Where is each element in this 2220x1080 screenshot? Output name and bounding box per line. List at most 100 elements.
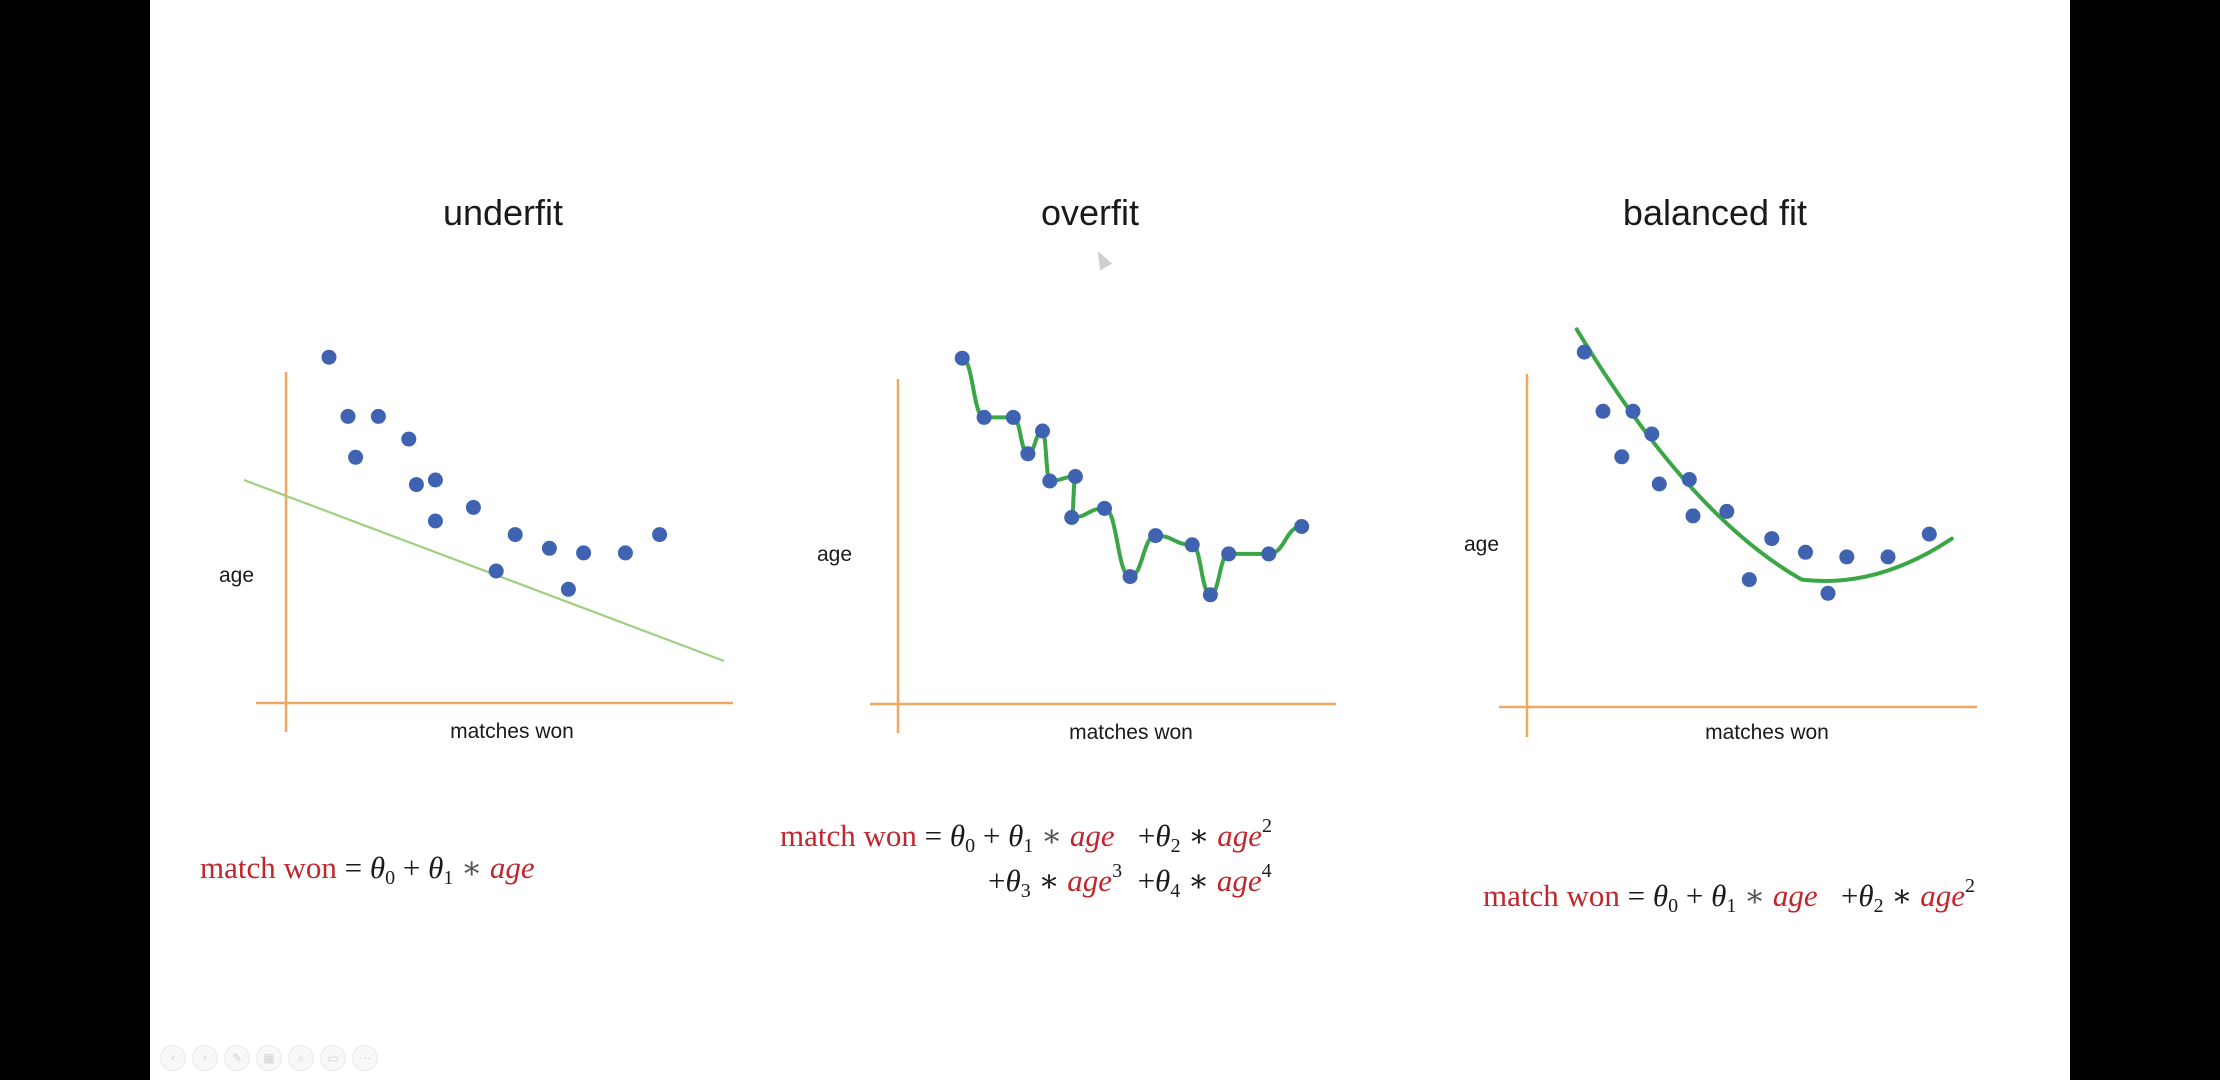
data-point <box>1067 469 1083 484</box>
eq-times: ∗ <box>1188 818 1210 853</box>
eq-plus: + <box>1685 878 1704 913</box>
theta-1: θ <box>1711 878 1727 913</box>
y-axis-label: age <box>817 543 852 566</box>
data-point <box>1595 403 1611 419</box>
eq-age: age <box>1216 863 1262 898</box>
presentation-slide: underfit overfit balanced fit age matche… <box>150 0 2070 1080</box>
data-point <box>465 499 481 515</box>
eq-exp: 3 <box>1112 860 1123 882</box>
equation-balanced: match won = θ0 + θ1 ∗ age +θ2 ∗ age2 <box>1483 875 1975 918</box>
data-point <box>541 540 557 556</box>
data-point <box>1261 546 1277 562</box>
data-point <box>488 563 504 579</box>
data-point <box>408 477 424 493</box>
x-axis-label: matches won <box>1069 721 1193 744</box>
eq-equals: = <box>1627 878 1646 913</box>
eq-age: age <box>1067 863 1113 898</box>
equation-overfit-line2: +θ3 ∗ age3 +θ4 ∗ age4 <box>988 860 1272 903</box>
theta-2-sub: 2 <box>1873 895 1884 917</box>
zoom-icon[interactable]: ⌕ <box>288 1045 314 1071</box>
letterbox-left <box>0 0 150 1080</box>
data-point <box>1798 544 1813 560</box>
plot-balanced: age matches won <box>1464 327 1977 744</box>
data-point <box>1685 508 1701 524</box>
eq-plus: + <box>988 863 1006 898</box>
theta-1-sub: 1 <box>1023 835 1034 857</box>
data-point <box>652 527 668 543</box>
x-axis-label: matches won <box>1705 721 1829 744</box>
data-point <box>1614 449 1630 465</box>
eq-times: ∗ <box>461 850 483 885</box>
subtitles-icon[interactable]: ▭ <box>320 1045 346 1071</box>
data-point <box>1644 426 1660 442</box>
eq-times: ∗ <box>1188 863 1210 898</box>
theta-1: θ <box>428 850 444 885</box>
data-point <box>1122 569 1138 585</box>
slides-grid-icon[interactable]: ▦ <box>256 1045 282 1071</box>
theta-3-sub: 3 <box>1020 880 1031 902</box>
data-point <box>507 527 523 543</box>
eq-lhs: match won <box>1483 878 1620 913</box>
eq-lhs: match won <box>780 818 917 853</box>
eq-equals: = <box>924 818 943 853</box>
theta-0: θ <box>949 818 966 853</box>
eq-exp: 2 <box>1261 815 1272 837</box>
theta-2: θ <box>1155 818 1171 853</box>
data-point <box>1576 344 1592 360</box>
data-point <box>1764 531 1780 547</box>
data-point <box>348 449 364 465</box>
data-point <box>1719 503 1735 519</box>
data-point <box>1148 528 1164 544</box>
y-axis-label: age <box>219 564 254 587</box>
eq-age: age <box>1772 878 1818 913</box>
data-point <box>321 349 337 365</box>
eq-plus: + <box>982 818 1001 853</box>
data-point <box>576 545 592 561</box>
previous-slide-icon[interactable]: ‹ <box>160 1045 186 1071</box>
theta-1-sub: 1 <box>1726 895 1737 917</box>
theta-0: θ <box>1652 878 1669 913</box>
theta-2: θ <box>1858 878 1874 913</box>
pen-tool-icon[interactable]: ✎ <box>224 1045 250 1071</box>
data-point <box>1221 546 1237 562</box>
data-point <box>1880 549 1896 565</box>
eq-age: age <box>489 850 535 885</box>
data-point <box>1294 519 1310 534</box>
data-point <box>1651 476 1667 492</box>
panel-title-overfit: overfit <box>1040 192 1140 233</box>
data-point <box>370 408 386 424</box>
data-point <box>617 545 633 561</box>
y-axis-label: age <box>1464 533 1499 556</box>
theta-1: θ <box>1008 818 1024 853</box>
data-point <box>1042 473 1058 489</box>
fit-curve <box>960 356 1304 597</box>
panel-title-balanced: balanced fit <box>1622 192 1808 233</box>
eq-age: age <box>1217 818 1262 853</box>
next-slide-icon[interactable]: › <box>192 1045 218 1071</box>
plot-overfit: age matches won <box>817 350 1336 744</box>
more-options-icon[interactable]: ⋯ <box>352 1045 378 1071</box>
eq-age: age <box>1069 818 1115 853</box>
theta-2-sub: 2 <box>1170 835 1181 857</box>
eq-plus: + <box>1840 878 1859 913</box>
eq-exp: 4 <box>1261 860 1272 882</box>
eq-plus: + <box>1137 863 1156 898</box>
data-point <box>1839 549 1855 565</box>
data-point <box>1097 500 1112 516</box>
theta-0-sub: 0 <box>965 835 976 857</box>
theta-1-sub: 1 <box>443 867 454 889</box>
theta-0-sub: 0 <box>385 867 396 889</box>
data-point <box>1184 537 1200 553</box>
eq-exp: 2 <box>1964 875 1975 897</box>
equation-underfit: match won = θ0 + θ1 ∗ age <box>200 850 535 890</box>
eq-plus: + <box>1137 818 1156 853</box>
eq-age: age <box>1920 878 1965 913</box>
data-point <box>1681 472 1697 487</box>
data-point <box>954 350 970 366</box>
eq-times: ∗ <box>1038 863 1060 898</box>
fit-line <box>243 478 725 663</box>
plots-canvas: age matches won age matches won age matc… <box>219 327 1977 744</box>
data-point <box>401 431 417 447</box>
data-point <box>1020 446 1036 462</box>
slideshow-controls: ‹ › ✎ ▦ ⌕ ▭ ⋯ <box>160 1045 378 1071</box>
